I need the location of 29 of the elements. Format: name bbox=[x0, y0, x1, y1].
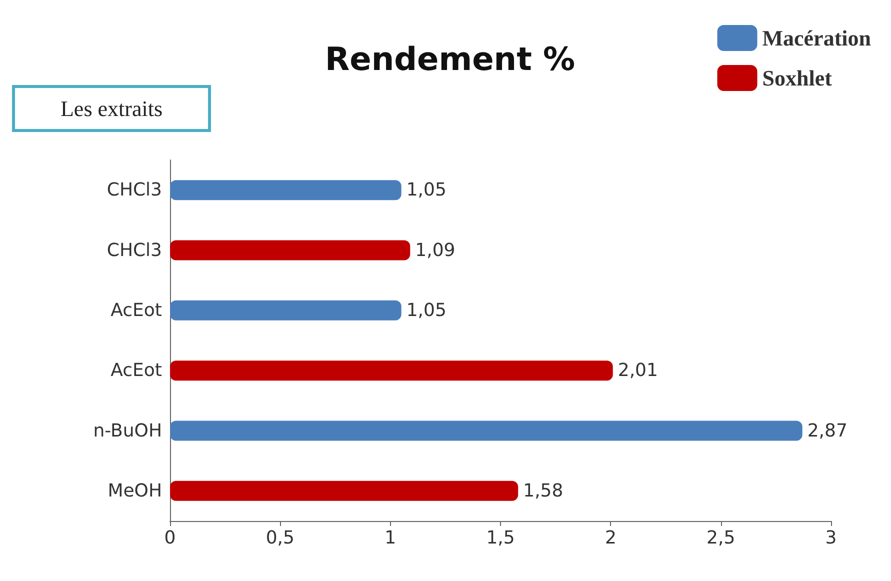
data-label: 2,01 bbox=[618, 360, 658, 382]
bar bbox=[170, 480, 518, 501]
legend-label: Macération bbox=[762, 26, 871, 50]
chart-title: Rendement % bbox=[325, 40, 576, 78]
bar bbox=[170, 360, 613, 381]
data-label: 2,87 bbox=[807, 420, 848, 442]
data-label: 1,05 bbox=[406, 180, 446, 201]
bar bbox=[170, 180, 402, 200]
data-label: 1,58 bbox=[523, 480, 564, 502]
x-tick-label: 3 bbox=[825, 528, 837, 548]
bar bbox=[170, 420, 802, 441]
y-tick-label: AcEot bbox=[110, 300, 162, 321]
y-tick-label: n-BuOH bbox=[93, 420, 162, 442]
y-tick-label: CHCl3 bbox=[106, 240, 162, 261]
data-label: 1,09 bbox=[415, 240, 456, 261]
x-tick-label: 2,5 bbox=[706, 528, 736, 548]
x-tick-label: 0,5 bbox=[266, 528, 294, 548]
x-tick-label: 0 bbox=[164, 528, 176, 548]
legend-label: Soxhlet bbox=[762, 66, 833, 90]
y-tick-label: AcEot bbox=[110, 360, 162, 382]
y-axis-title: Les extraits bbox=[60, 96, 163, 121]
x-tick-label: 1 bbox=[384, 528, 396, 548]
x-tick-label: 2 bbox=[604, 528, 616, 548]
x-tick-label: 1,5 bbox=[486, 528, 515, 548]
bar bbox=[170, 300, 402, 320]
bar bbox=[170, 240, 410, 260]
y-tick-label: CHCl3 bbox=[106, 180, 162, 201]
data-label: 1,05 bbox=[406, 300, 446, 321]
y-tick-label: MeOH bbox=[108, 480, 162, 502]
